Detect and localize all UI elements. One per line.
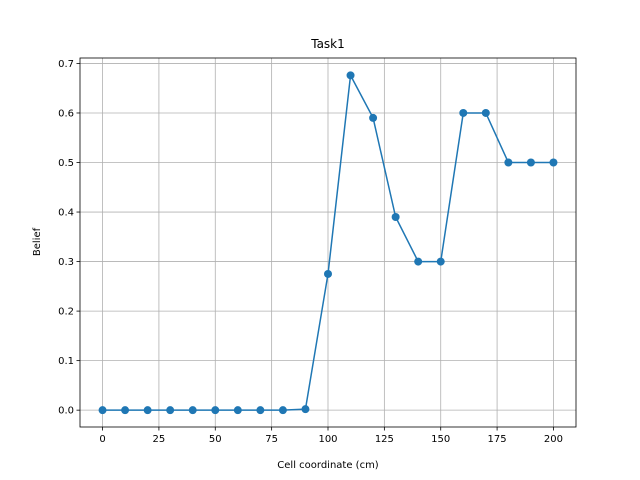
x-tick-label: 100 — [318, 434, 337, 445]
data-point — [166, 406, 175, 415]
y-tick-label: 0.3 — [58, 257, 74, 268]
data-point — [278, 406, 287, 415]
x-tick-label: 0 — [99, 434, 105, 445]
y-tick-label: 0.1 — [58, 356, 74, 367]
x-tick-label: 75 — [265, 434, 278, 445]
data-point — [391, 212, 400, 221]
plot-frame — [79, 57, 577, 428]
data-point — [504, 158, 513, 167]
data-point — [346, 71, 355, 80]
data-point — [549, 158, 558, 167]
data-point — [301, 405, 310, 414]
y-tick-label: 0.2 — [58, 307, 74, 318]
x-tick-label: 150 — [431, 434, 450, 445]
series-plot — [98, 71, 558, 415]
grid-lines — [80, 58, 576, 427]
data-point — [481, 108, 490, 117]
x-tick-label: 200 — [544, 434, 563, 445]
data-point — [414, 257, 423, 266]
data-point — [459, 108, 468, 117]
y-tick-label: 0.7 — [58, 59, 74, 70]
data-point — [98, 406, 107, 415]
y-tick-label: 0.4 — [58, 208, 74, 219]
data-point — [188, 406, 197, 415]
axis-ticks: 0 25 50 75 100 125 150 175 200 0.0 0.1 0.2 0.3 0.4 0.5… — [58, 59, 563, 445]
data-point — [143, 406, 152, 415]
data-point — [211, 406, 220, 415]
y-axis-label: Belief — [32, 227, 43, 256]
data-point — [369, 113, 378, 122]
data-point — [256, 406, 265, 415]
y-tick-label: 0.5 — [58, 158, 74, 169]
data-point — [233, 406, 242, 415]
data-point — [121, 406, 130, 415]
x-tick-label: 125 — [375, 434, 394, 445]
x-tick-label: 50 — [209, 434, 222, 445]
y-tick-label: 0.6 — [58, 108, 74, 119]
chart-title: Task1 — [310, 37, 345, 51]
data-point — [324, 269, 332, 278]
data-point — [526, 158, 535, 167]
x-tick-label: 175 — [488, 434, 507, 445]
x-axis-label: Cell coordinate (cm) — [277, 460, 379, 471]
y-tick-label: 0.0 — [58, 406, 74, 417]
x-tick-label: 25 — [153, 434, 166, 445]
data-point — [436, 257, 445, 266]
